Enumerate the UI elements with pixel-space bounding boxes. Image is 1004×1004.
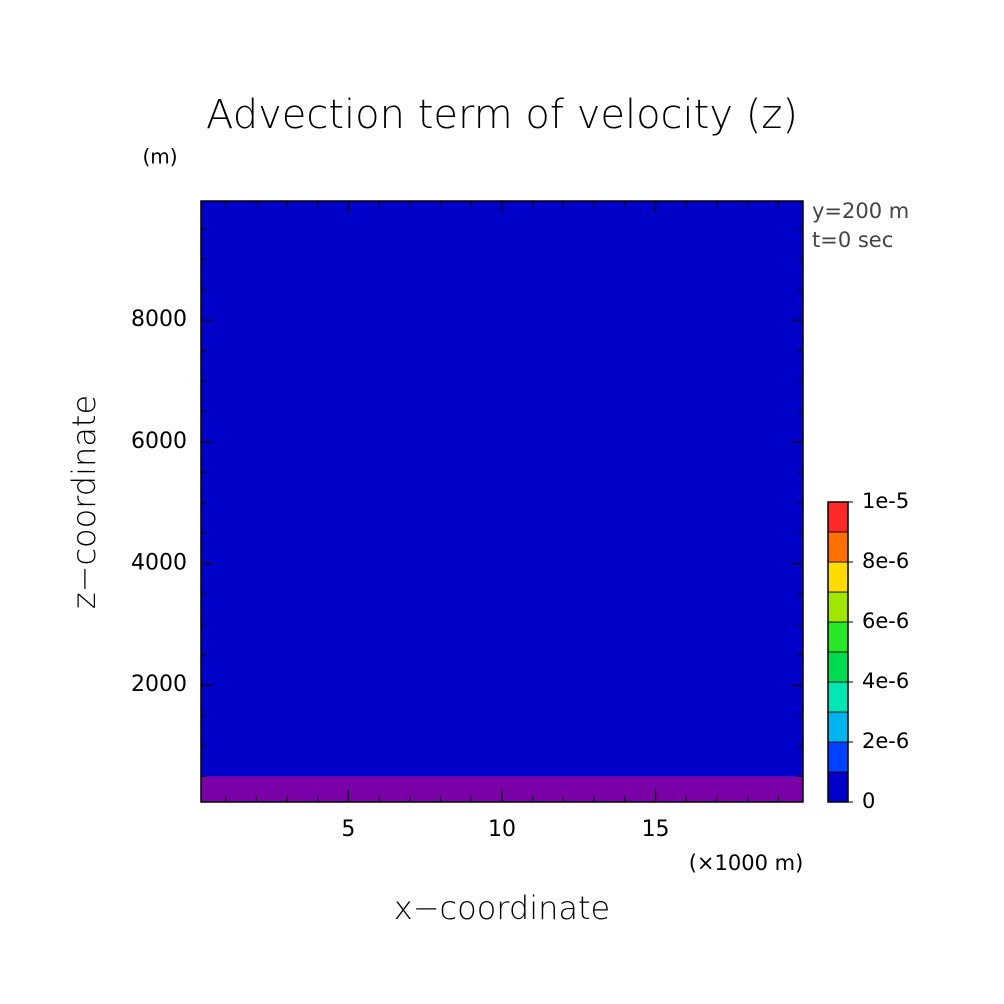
colorbar-cell [827,621,849,653]
colorbar-tick-label: 8e-6 [862,549,909,573]
x-tick-label: 15 [642,817,670,842]
annotation: y=200 m [812,199,909,223]
x-unit: (×1000 m) [689,851,804,875]
x-axis-label: x−coordinate [394,889,610,927]
x-tick-label: 10 [488,817,516,842]
colorbar-tick-label: 1e-5 [862,489,909,513]
contour-band [201,201,803,777]
colorbar-frame [827,501,849,803]
colorbar-tick-label: 2e-6 [862,729,909,753]
chart-title: Advection term of velocity (z) [206,92,798,138]
y-unit: (m) [142,145,177,169]
y-tick-label: 2000 [131,672,187,697]
colorbar-cell [827,561,849,593]
colorbar-cell [827,501,849,533]
x-tick-label: 5 [341,817,355,842]
colorbar-cell [827,771,849,803]
colorbar-tick-label: 6e-6 [862,609,909,633]
colorbar-cell [827,741,849,773]
colorbar-cell [827,651,849,683]
colorbar-cell [827,711,849,743]
annotation: t=0 sec [812,228,893,252]
y-axis-label: z−coordinate [65,395,103,609]
y-tick-label: 8000 [131,307,187,332]
colorbar-cell [827,531,849,563]
colorbar-tick-label: 0 [862,789,875,813]
y-tick-label: 4000 [131,551,187,576]
colorbar-cell [827,681,849,713]
y-tick-label: 6000 [131,429,187,454]
colorbar-cell [827,591,849,623]
colorbar-tick-label: 4e-6 [862,669,909,693]
